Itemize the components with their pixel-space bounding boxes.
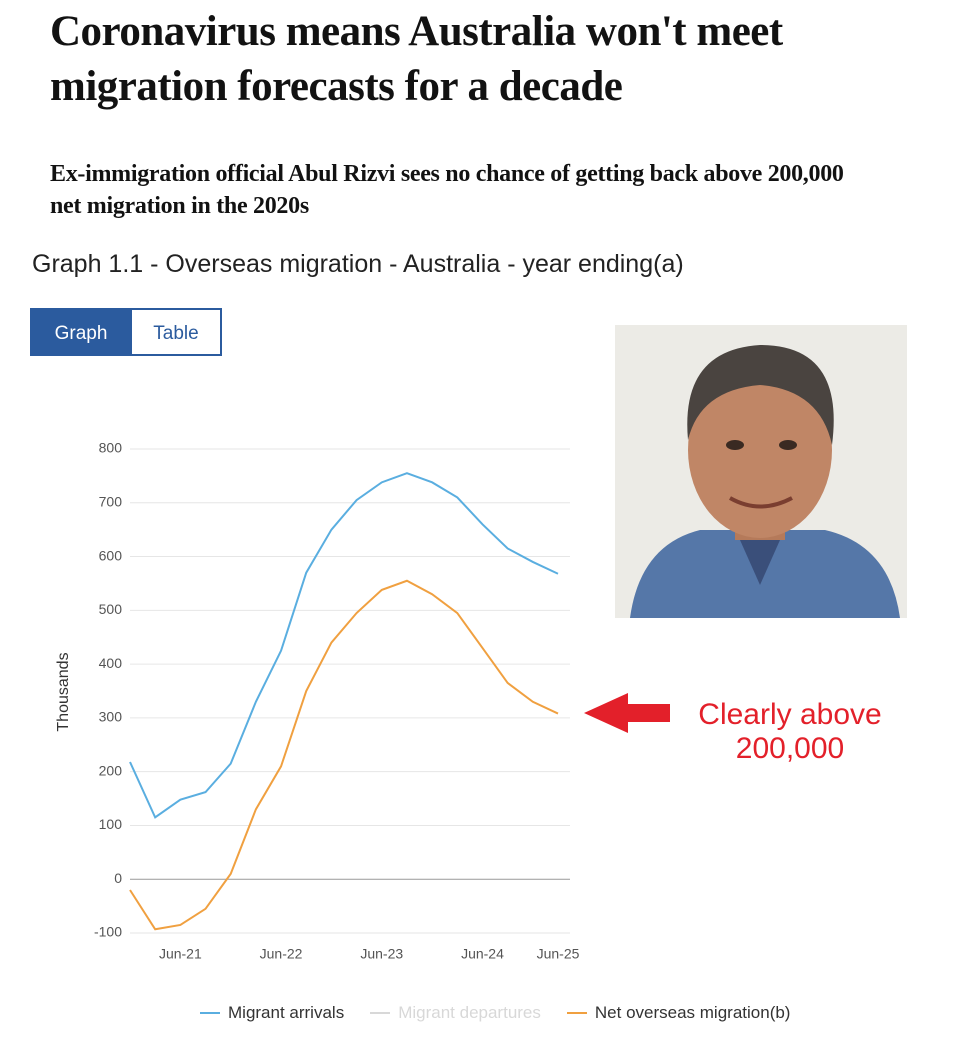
tab-graph[interactable]: Graph: [30, 308, 132, 356]
chart-title: Graph 1.1 - Overseas migration - Austral…: [32, 250, 684, 278]
legend-label: Migrant arrivals: [228, 1003, 345, 1022]
legend-item[interactable]: Migrant departures: [370, 1003, 541, 1023]
legend-swatch: [566, 1012, 587, 1014]
legend: Migrant arrivals Migrant departures Net ov…: [200, 1000, 790, 1026]
x-tick-label: Jun-25: [537, 946, 580, 962]
y-tick-label: 600: [99, 547, 123, 563]
legend-swatch: [370, 1012, 391, 1014]
y-tick-label: 500: [99, 601, 123, 617]
annotation-arrow: [584, 693, 670, 733]
y-tick-label: 0: [114, 870, 122, 886]
legend-swatch: [200, 1012, 220, 1014]
photo: [615, 325, 907, 618]
subheadline: Ex-immigration official Abul Rizvi sees …: [50, 161, 844, 219]
x-tick-label: Jun-22: [260, 946, 303, 962]
y-tick-label: 200: [99, 762, 123, 778]
annotation: Clearly above 200,000: [698, 698, 882, 765]
y-tick-label: 700: [99, 493, 123, 509]
y-tick-label: -100: [94, 924, 122, 940]
y-tick-label: 800: [99, 440, 123, 456]
legend-label: Net overseas migration(b): [594, 1003, 791, 1022]
y-tick-label: 300: [99, 709, 123, 725]
tab-table[interactable]: Table: [130, 308, 222, 356]
series-line: [129, 579, 559, 931]
x-tick-label: Jun-23: [360, 946, 403, 962]
legend-label: Migrant departures: [398, 1003, 541, 1022]
x-tick-label: Jun-21: [159, 946, 202, 962]
series-line: [129, 472, 559, 819]
headline: Coronavirus means Australia won't meet m…: [50, 8, 783, 110]
y-axis-label: Thousands: [55, 652, 72, 731]
legend-item[interactable]: Net overseas migration(b): [566, 1003, 791, 1023]
y-tick-label: 100: [99, 816, 123, 832]
x-tick-label: Jun-24: [461, 946, 504, 962]
legend-item[interactable]: Migrant arrivals: [200, 1003, 344, 1023]
y-tick-label: 400: [99, 655, 123, 671]
